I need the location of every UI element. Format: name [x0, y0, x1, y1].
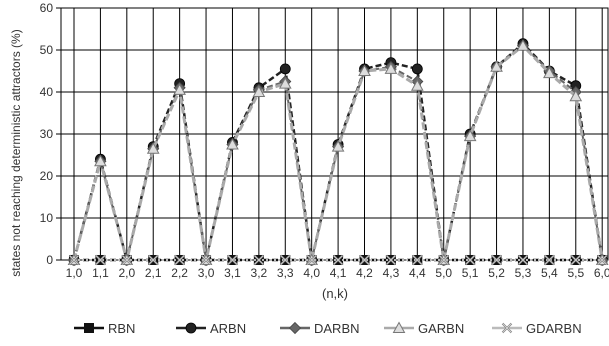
- y-tick-label: 10: [40, 211, 54, 225]
- data-point-gdarbn: [280, 254, 291, 266]
- x-tick-label: 3,2: [251, 266, 268, 280]
- data-point-gdarbn: [596, 254, 608, 266]
- grid: [60, 7, 609, 261]
- legend-marker: [392, 321, 406, 333]
- legend-label: RBN: [108, 321, 135, 336]
- y-tick-label: 30: [40, 127, 54, 141]
- legend-marker: [84, 323, 94, 333]
- axes: 0 10 20 30 40 50 60 1,0 1,1 2,0 2,1 2,2 3,0 3,1 3,2 3,3…: [40, 1, 609, 280]
- x-tick-label: 5,0: [435, 266, 452, 280]
- legend-item-darbn: DARBN: [280, 321, 360, 336]
- data-point-gdarbn: [491, 254, 502, 266]
- data-point-gdarbn: [359, 254, 370, 266]
- legend-item-arbn: ARBN: [176, 321, 246, 336]
- y-tick-label: 50: [40, 43, 54, 57]
- data-point-gdarbn: [121, 254, 133, 266]
- data-point-garbn: [358, 64, 371, 76]
- series-gdarbn: [68, 254, 608, 266]
- data-point-arbn: [279, 63, 291, 75]
- legend-item-gdarbn: GDARBN: [492, 321, 582, 336]
- x-tick-label: 4,0: [303, 266, 320, 280]
- y-tick-label: 0: [46, 253, 53, 267]
- data-point-gdarbn: [95, 254, 106, 266]
- x-tick-label: 4,2: [356, 266, 373, 280]
- x-tick-label: 5,5: [567, 266, 584, 280]
- data-point-gdarbn: [332, 254, 344, 266]
- x-tick-label: 2,2: [171, 266, 188, 280]
- data-point-gdarbn: [385, 254, 397, 266]
- y-tick-label: 40: [40, 85, 54, 99]
- y-axis-label: states not reaching deterministic attrac…: [9, 29, 23, 276]
- data-point-garbn: [94, 154, 107, 167]
- data-point-gdarbn: [227, 254, 238, 266]
- data-point-garbn: [516, 39, 530, 51]
- x-tick-label: 4,3: [383, 266, 400, 280]
- data-point-gdarbn: [253, 254, 265, 266]
- x-tick-label: 3,0: [198, 266, 215, 280]
- series-layer: [67, 38, 609, 267]
- data-point-garbn: [146, 142, 160, 154]
- x-tick-label: 5,1: [462, 266, 479, 280]
- data-point-gdarbn: [412, 254, 423, 266]
- x-tick-label: 5,4: [541, 266, 558, 280]
- data-point-garbn: [331, 140, 345, 152]
- legend-label: DARBN: [314, 321, 360, 336]
- legend-label: GARBN: [418, 321, 464, 336]
- y-tick-label: 60: [40, 1, 54, 15]
- x-tick-label: 5,3: [515, 266, 532, 280]
- data-point-garbn: [569, 89, 583, 102]
- data-point-garbn: [463, 129, 477, 142]
- x-tick-label: 4,1: [330, 266, 347, 280]
- data-point-gdarbn: [438, 254, 449, 266]
- data-point-garbn: [252, 85, 266, 97]
- legend-label: GDARBN: [526, 321, 582, 336]
- data-point-garbn: [278, 77, 292, 89]
- x-tick-label: 3,1: [224, 266, 241, 280]
- data-point-garbn: [543, 66, 556, 79]
- legend-item-rbn: RBN: [74, 321, 135, 336]
- legend-marker: [501, 322, 513, 334]
- data-point-gdarbn: [148, 254, 159, 266]
- data-point-garbn: [384, 62, 398, 74]
- x-tick-label: 5,2: [488, 266, 505, 280]
- data-point-arbn: [411, 63, 423, 75]
- data-point-garbn: [410, 79, 424, 91]
- legend-marker: [185, 322, 197, 334]
- x-tick-label: 6,0: [594, 266, 609, 280]
- x-tick-label: 2,0: [118, 266, 135, 280]
- data-point-gdarbn: [570, 254, 581, 266]
- data-point-gdarbn: [174, 254, 185, 266]
- x-tick-label: 1,0: [66, 266, 83, 280]
- data-point-garbn: [490, 60, 503, 72]
- data-point-gdarbn: [200, 254, 212, 266]
- x-tick-label: 2,1: [145, 266, 162, 280]
- data-point-gdarbn: [544, 254, 555, 266]
- x-tick-label: 3,3: [277, 266, 294, 280]
- x-tick-label: 4,4: [409, 266, 426, 280]
- x-tick-label: 1,1: [92, 266, 109, 280]
- legend-marker: [288, 321, 302, 335]
- data-point-gdarbn: [517, 254, 529, 266]
- data-point-garbn: [226, 137, 239, 150]
- data-point-gdarbn: [306, 254, 317, 266]
- y-tick-label: 20: [40, 169, 54, 183]
- x-axis-label: (n,k): [322, 286, 348, 301]
- data-point-garbn: [173, 83, 186, 95]
- legend-item-garbn: GARBN: [384, 321, 464, 336]
- legend: RBN ARBN DARBN GARBN GDARBN: [74, 321, 582, 336]
- data-point-gdarbn: [68, 254, 80, 266]
- data-point-gdarbn: [464, 254, 476, 266]
- legend-label: ARBN: [210, 321, 246, 336]
